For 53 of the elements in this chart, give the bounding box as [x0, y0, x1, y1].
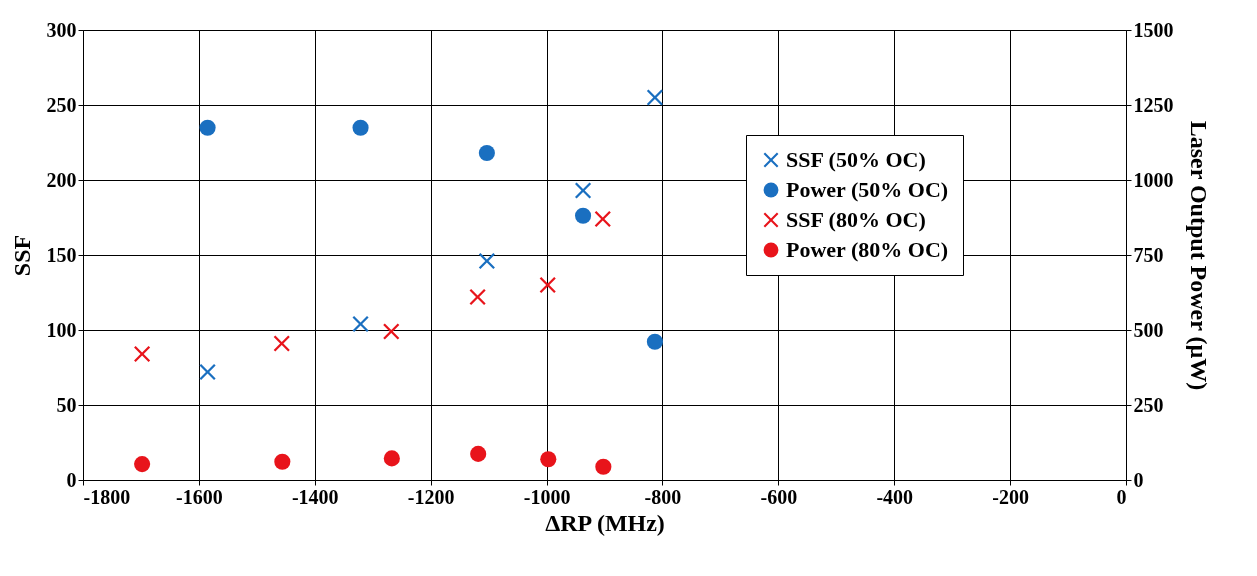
x-tick-label: -1200 — [407, 485, 455, 508]
point — [594, 210, 611, 228]
x-axis-title: ΔRP (MHz) — [545, 509, 665, 536]
y2-tick-label: 500 — [1133, 318, 1164, 341]
legend-label: SSF (80% OC) — [786, 207, 926, 232]
x-tick-label: -200 — [992, 485, 1029, 508]
point — [575, 182, 592, 199]
y-tick-label: 100 — [46, 318, 77, 341]
point — [646, 89, 663, 106]
y2-axis-title: Laser Output Power (µW) — [1185, 120, 1212, 391]
y-axis-title: SSF — [8, 234, 35, 277]
y2-tick-label: 0 — [1133, 468, 1144, 491]
point — [478, 144, 495, 162]
point — [478, 252, 495, 270]
y2-tick-label: 1250 — [1133, 93, 1174, 116]
y-tick-label: 50 — [56, 393, 77, 416]
x-tick-label: -1400 — [291, 485, 339, 508]
y-tick-label: 200 — [46, 168, 77, 191]
x-tick-label: -1800 — [83, 485, 131, 508]
y2-tick-label: 1500 — [1133, 18, 1174, 41]
point — [646, 333, 663, 350]
y-tick-label: 150 — [46, 243, 77, 266]
y-tick-label: 300 — [46, 18, 77, 41]
point — [575, 207, 592, 224]
x-tick-label: -1000 — [523, 485, 571, 508]
legend-label: SSF (50% OC) — [786, 147, 926, 172]
point — [383, 450, 400, 467]
point — [273, 335, 290, 352]
x-tick-label: -800 — [644, 485, 682, 508]
legend-label: Power (80% OC) — [786, 237, 949, 262]
point — [540, 451, 557, 468]
y-tick-label: 250 — [46, 93, 77, 116]
x-tick-label: 0 — [1116, 485, 1127, 508]
point — [274, 453, 291, 470]
point — [539, 276, 556, 294]
point — [469, 288, 486, 306]
point — [199, 119, 216, 136]
point — [352, 315, 369, 333]
point — [134, 345, 151, 363]
point — [383, 323, 400, 340]
x-tick-label: -1600 — [176, 485, 223, 508]
point — [134, 456, 151, 473]
y2-tick-label: 1000 — [1133, 168, 1174, 191]
y2-tick-label: 250 — [1133, 393, 1164, 416]
point — [470, 445, 487, 462]
y2-tick-label: 750 — [1133, 243, 1164, 266]
x-tick-label: -600 — [760, 485, 798, 508]
point — [199, 363, 216, 381]
x-tick-label: -400 — [876, 485, 914, 508]
y-tick-label: 0 — [66, 468, 77, 491]
legend-label: Power (50% OC) — [786, 177, 949, 202]
point — [595, 458, 612, 475]
point — [352, 119, 369, 136]
